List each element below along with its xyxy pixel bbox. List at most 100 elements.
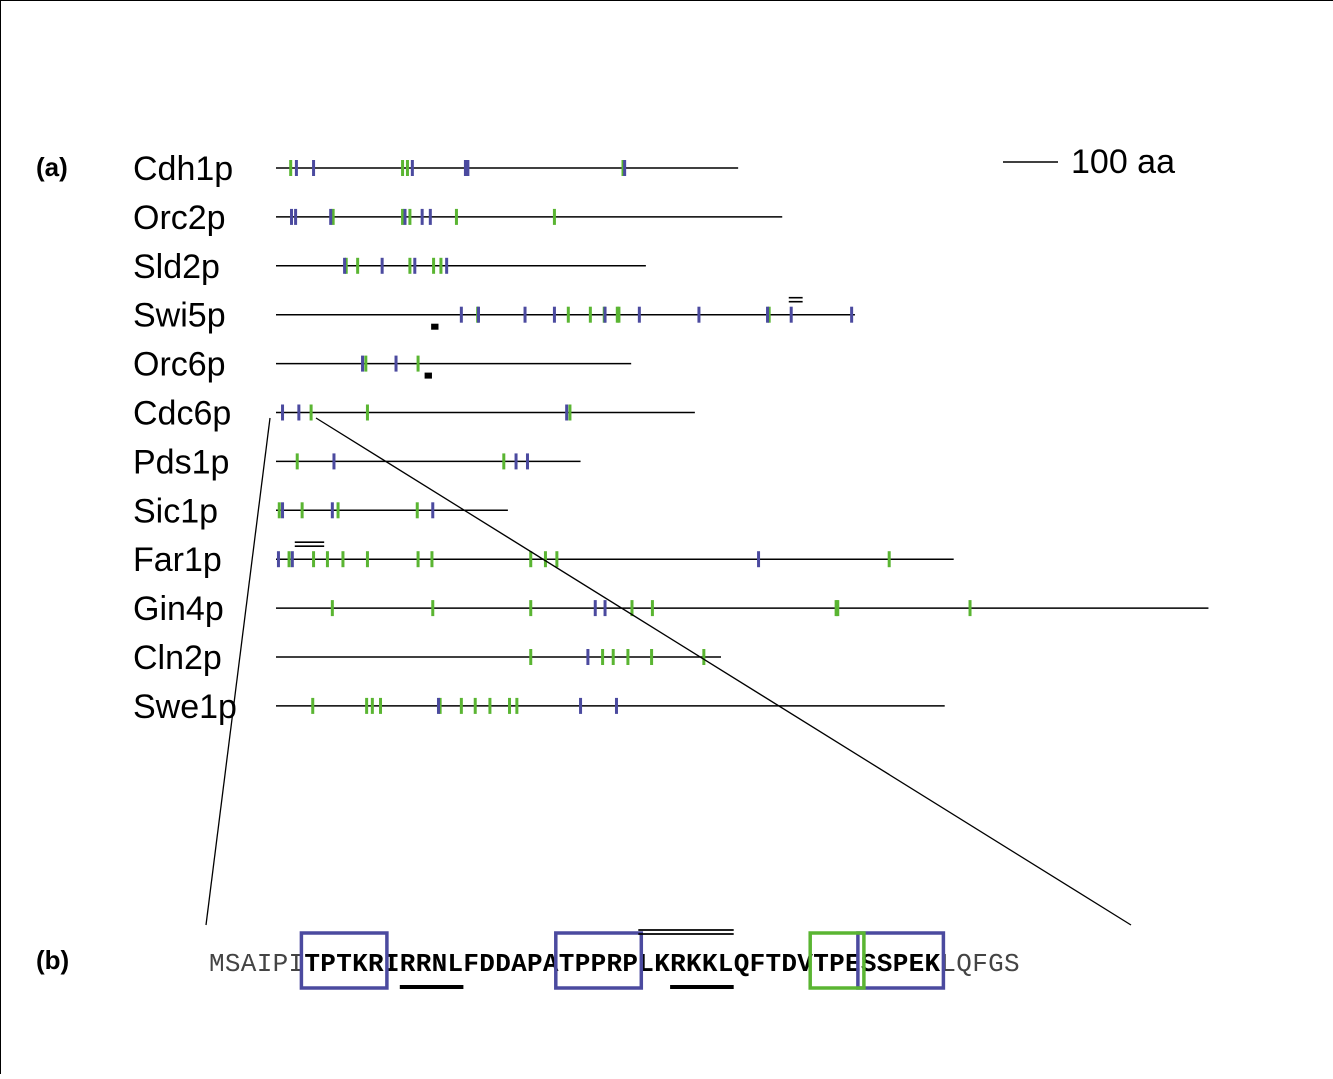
black-box-motif bbox=[424, 372, 432, 379]
green-site-tick bbox=[408, 257, 412, 274]
green-site-tick bbox=[515, 697, 519, 714]
green-site-box bbox=[808, 931, 866, 990]
sequence-residue: R bbox=[670, 949, 686, 979]
green-site-tick bbox=[439, 257, 443, 274]
frame-top-border bbox=[0, 0, 1333, 1]
cdk-site-tick bbox=[593, 600, 597, 617]
zoom-line-left bbox=[205, 417, 271, 926]
sequence-residue: P bbox=[320, 949, 336, 979]
green-site-tick bbox=[630, 600, 634, 617]
green-site-tick bbox=[543, 551, 547, 568]
protein-name: Cdc6p bbox=[133, 395, 231, 433]
green-site-tick bbox=[416, 355, 420, 372]
green-site-tick bbox=[617, 306, 621, 323]
cdk-site-tick bbox=[436, 697, 440, 714]
green-site-tick bbox=[502, 453, 506, 470]
green-site-tick bbox=[300, 502, 304, 519]
green-site-tick bbox=[488, 697, 492, 714]
protein-row-cdc6p: Cdc6p bbox=[133, 395, 695, 433]
green-site-tick bbox=[311, 697, 315, 714]
cdk-site-tick bbox=[281, 404, 285, 421]
green-site-tick bbox=[529, 649, 533, 665]
protein-name: Pds1p bbox=[133, 443, 229, 481]
cdk-site-tick bbox=[697, 306, 701, 323]
sequence-residue: R bbox=[400, 949, 416, 979]
sequence-residue: T bbox=[336, 949, 352, 979]
green-site-tick bbox=[341, 551, 345, 568]
sequence-residue: N bbox=[432, 949, 448, 979]
sequence-residue: R bbox=[416, 949, 432, 979]
cdk-site-tick bbox=[623, 160, 627, 176]
green-site-tick bbox=[330, 600, 334, 617]
protein-name: Orc2p bbox=[133, 199, 226, 237]
sequence-residue: F bbox=[972, 949, 988, 979]
protein-name: Cln2p bbox=[133, 639, 222, 677]
green-site-tick bbox=[529, 600, 533, 617]
green-site-tick bbox=[312, 551, 316, 568]
sequence-residue: K bbox=[702, 949, 718, 979]
protein-name: Swi5p bbox=[133, 297, 226, 335]
cdk-site-tick bbox=[380, 257, 384, 274]
protein-name: Sic1p bbox=[133, 492, 218, 530]
green-site-tick bbox=[401, 208, 405, 225]
green-site-tick bbox=[365, 404, 369, 421]
protein-name: Sld2p bbox=[133, 248, 220, 286]
green-site-tick bbox=[365, 697, 369, 714]
cdk-site-tick bbox=[789, 306, 793, 323]
sequence-residue: K bbox=[925, 949, 941, 979]
sequence-residue: Q bbox=[734, 949, 750, 979]
cdk-site-box bbox=[299, 931, 389, 990]
sequence-residue: L bbox=[448, 949, 464, 979]
cdk-site-tick bbox=[757, 551, 761, 568]
cdk-site-tick bbox=[410, 160, 414, 176]
protein-name: Far1p bbox=[133, 541, 222, 579]
cdk-site-tick bbox=[403, 208, 407, 225]
cdk-site-tick bbox=[614, 697, 618, 714]
cdk-site-tick bbox=[603, 600, 607, 617]
green-site-tick bbox=[767, 306, 771, 323]
green-site-tick bbox=[289, 160, 293, 176]
cdk-site-box bbox=[856, 931, 946, 990]
sequence-residue: K bbox=[654, 949, 670, 979]
green-site-tick bbox=[331, 208, 335, 225]
green-site-tick bbox=[887, 551, 891, 568]
cdk-site-tick bbox=[329, 208, 333, 225]
cdk-site-tick bbox=[276, 551, 280, 568]
sequence-residue: S bbox=[1004, 949, 1020, 979]
green-site-tick bbox=[336, 502, 340, 519]
cdk-site-tick bbox=[294, 160, 298, 176]
protein-row-swi5p: Swi5p bbox=[133, 297, 855, 335]
green-site-tick bbox=[611, 649, 615, 665]
green-site-tick bbox=[325, 551, 329, 568]
green-site-tick bbox=[555, 551, 559, 568]
green-site-tick bbox=[370, 697, 374, 714]
cdk-site-tick bbox=[766, 306, 770, 323]
green-site-tick bbox=[968, 600, 972, 617]
green-site-tick bbox=[277, 502, 281, 519]
green-site-tick bbox=[430, 551, 434, 568]
cdk-site-tick bbox=[330, 502, 334, 519]
protein-row-gin4p: Gin4p bbox=[133, 590, 1209, 628]
green-site-tick bbox=[364, 355, 368, 372]
sequence-residue: R bbox=[607, 949, 623, 979]
protein-name: Swe1p bbox=[133, 688, 237, 726]
green-site-tick bbox=[415, 502, 419, 519]
protein-name: Gin4p bbox=[133, 590, 224, 628]
sequence-residue: D bbox=[781, 949, 797, 979]
sequence-residue: A bbox=[511, 949, 527, 979]
cdk-site-tick bbox=[297, 404, 301, 421]
green-site-tick bbox=[529, 551, 533, 568]
sequence-residue: R bbox=[368, 949, 384, 979]
sequence-residue: P bbox=[622, 949, 638, 979]
protein-row-cdh1p: Cdh1p bbox=[133, 150, 739, 188]
green-site-tick bbox=[626, 649, 630, 665]
protein-row-cln2p: Cln2p bbox=[133, 639, 721, 677]
sequence-residue: P bbox=[575, 949, 591, 979]
cdk-site-tick bbox=[294, 208, 298, 225]
cdk-site-tick bbox=[281, 502, 285, 519]
green-site-tick bbox=[834, 600, 838, 617]
zoom-line-right bbox=[315, 417, 1132, 926]
